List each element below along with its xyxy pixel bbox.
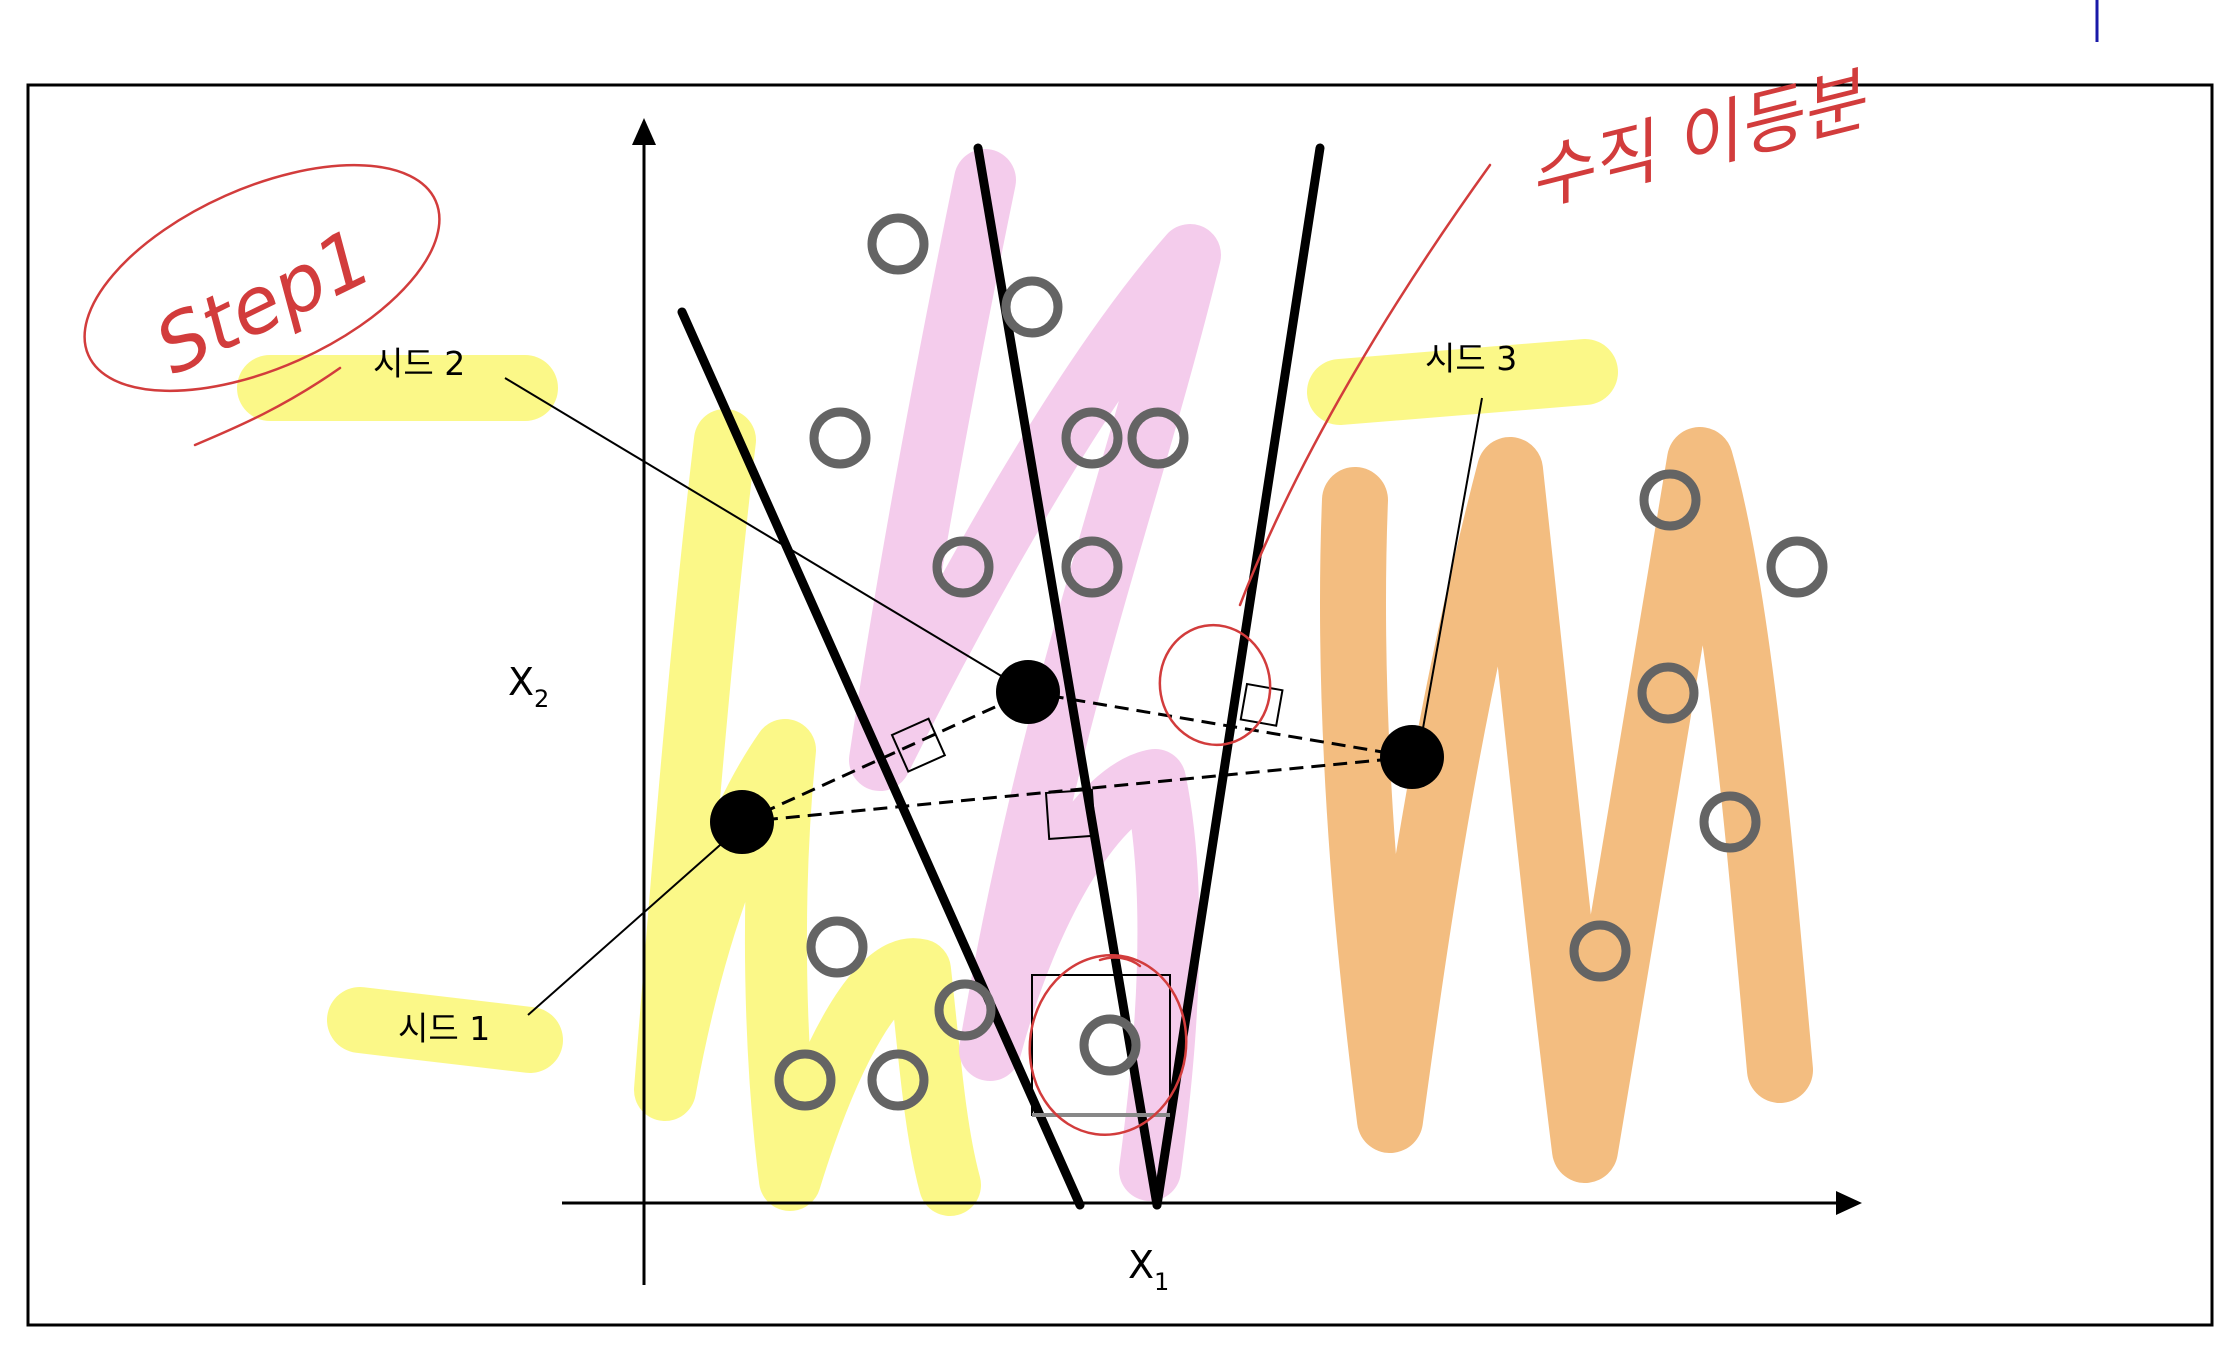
highlight-orange-cluster <box>1320 427 1813 1183</box>
axes <box>562 118 1862 1285</box>
bisector-crossing-circle <box>1158 623 1272 747</box>
data-point-8 <box>1639 469 1701 531</box>
seed-points <box>710 660 1444 854</box>
seed-2-label: 시드 2 <box>373 344 465 383</box>
data-point-11 <box>1699 791 1761 853</box>
seed-1-label: 시드 1 <box>398 1009 490 1048</box>
note-leader <box>1238 163 1492 607</box>
step-circle <box>83 163 441 393</box>
data-point-13 <box>806 916 868 978</box>
bisector-seed1-seed3 <box>1152 143 1325 1210</box>
bisector-seed1-seed2 <box>677 307 1085 1210</box>
dash-seed1-seed2 <box>741 690 1029 824</box>
data-point-12 <box>1569 920 1631 982</box>
y-axis-label: X2 <box>508 660 549 713</box>
x-axis-arrowhead <box>1836 1191 1862 1215</box>
data-point-6 <box>932 536 994 598</box>
seed-3-point <box>1380 725 1444 789</box>
data-point-17 <box>1079 1014 1141 1076</box>
data-point-3 <box>809 407 871 469</box>
data-point-1 <box>867 213 929 275</box>
step-circle-tail <box>193 366 342 447</box>
seed-1-point <box>710 790 774 854</box>
data-point-14 <box>774 1049 836 1111</box>
leader-seed1 <box>527 837 729 1016</box>
leader-seed2 <box>504 377 1009 681</box>
highlight-pink-cluster <box>849 149 1221 1201</box>
bottom-point-tick <box>1098 956 1142 968</box>
data-point-16 <box>934 979 996 1041</box>
data-point-4 <box>1061 407 1123 469</box>
diagram-frame <box>26 83 2214 1327</box>
right-angle-marker <box>890 717 947 773</box>
y-axis-arrowhead <box>632 118 656 145</box>
data-point-7 <box>1061 536 1123 598</box>
right-angle-markers <box>890 682 1284 840</box>
highlight-seed1-label <box>327 987 563 1073</box>
data-points <box>774 213 1828 1111</box>
seed-connections <box>741 690 1413 824</box>
leader-lines <box>504 377 1483 1016</box>
seed-2-point <box>996 660 1060 724</box>
data-point-9 <box>1766 536 1828 598</box>
highlight-seed3-label <box>1307 339 1618 425</box>
bottom-point-circle <box>1028 953 1188 1137</box>
leader-seed3 <box>1419 397 1483 746</box>
seed-3-label: 시드 3 <box>1425 339 1517 378</box>
data-point-5 <box>1127 407 1189 469</box>
pen-annotations <box>83 163 1492 1137</box>
data-point-10 <box>1637 662 1699 724</box>
x-axis-label: X1 <box>1128 1243 1169 1296</box>
dash-seed1-seed3 <box>741 755 1413 824</box>
data-point-15 <box>867 1049 929 1111</box>
right-angle-marker <box>1044 788 1097 840</box>
data-point-2 <box>1001 276 1063 338</box>
